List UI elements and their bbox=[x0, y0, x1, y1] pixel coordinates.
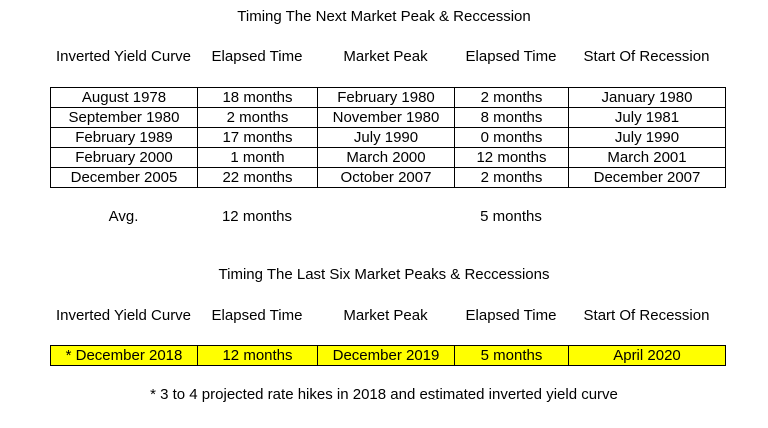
cell-start-of-recession: July 1981 bbox=[568, 107, 726, 128]
header-elapsed-time-2: Elapsed Time bbox=[465, 307, 557, 324]
table-row: February 1989 17 months July 1990 0 mont… bbox=[50, 127, 726, 148]
cell-elapsed-time-2: 2 months bbox=[454, 167, 569, 188]
avg-elapsed-time: 12 months bbox=[221, 208, 293, 225]
projection-table: * December 2018 12 months December 2019 … bbox=[50, 345, 726, 366]
table1-title: Timing The Next Market Peak & Reccession bbox=[237, 8, 531, 25]
cell-elapsed-time: 1 month bbox=[197, 147, 318, 168]
cell-start-of-recession: April 2020 bbox=[568, 345, 726, 366]
table-row: * December 2018 12 months December 2019 … bbox=[50, 345, 726, 366]
cell-inverted-yield-curve: February 2000 bbox=[50, 147, 198, 168]
cell-elapsed-time-2: 8 months bbox=[454, 107, 569, 128]
cell-inverted-yield-curve: February 1989 bbox=[50, 127, 198, 148]
header-elapsed-time: Elapsed Time bbox=[211, 307, 303, 324]
cell-elapsed-time-2: 12 months bbox=[454, 147, 569, 168]
header-elapsed-time: Elapsed Time bbox=[211, 48, 303, 65]
header-elapsed-time-2: Elapsed Time bbox=[465, 48, 557, 65]
footnote: * 3 to 4 projected rate hikes in 2018 an… bbox=[150, 386, 618, 403]
cell-elapsed-time-2: 5 months bbox=[454, 345, 569, 366]
table-row: August 1978 18 months February 1980 2 mo… bbox=[50, 87, 726, 108]
table-row: February 2000 1 month March 2000 12 mont… bbox=[50, 147, 726, 168]
cell-market-peak: July 1990 bbox=[317, 127, 455, 148]
avg-label: Avg. bbox=[108, 208, 139, 225]
cell-elapsed-time: 17 months bbox=[197, 127, 318, 148]
cell-market-peak: October 2007 bbox=[317, 167, 455, 188]
cell-start-of-recession: December 2007 bbox=[568, 167, 726, 188]
cell-start-of-recession: January 1980 bbox=[568, 87, 726, 108]
cell-elapsed-time-2: 0 months bbox=[454, 127, 569, 148]
header-start-of-recession: Start Of Recession bbox=[583, 307, 710, 324]
cell-start-of-recession: March 2001 bbox=[568, 147, 726, 168]
cell-market-peak: February 1980 bbox=[317, 87, 455, 108]
cell-elapsed-time: 18 months bbox=[197, 87, 318, 108]
header-inverted-yield-curve: Inverted Yield Curve bbox=[55, 48, 192, 65]
header-market-peak: Market Peak bbox=[343, 307, 428, 324]
cell-inverted-yield-curve: December 2005 bbox=[50, 167, 198, 188]
header-market-peak: Market Peak bbox=[343, 48, 428, 65]
table-row: December 2005 22 months October 2007 2 m… bbox=[50, 167, 726, 188]
cell-elapsed-time: 22 months bbox=[197, 167, 318, 188]
cell-inverted-yield-curve: * December 2018 bbox=[50, 345, 198, 366]
cell-market-peak: November 1980 bbox=[317, 107, 455, 128]
header-inverted-yield-curve: Inverted Yield Curve bbox=[55, 307, 192, 324]
cell-start-of-recession: July 1990 bbox=[568, 127, 726, 148]
cell-market-peak: March 2000 bbox=[317, 147, 455, 168]
history-table: August 1978 18 months February 1980 2 mo… bbox=[50, 87, 726, 188]
table2-title: Timing The Last Six Market Peaks & Recce… bbox=[218, 266, 550, 283]
header-start-of-recession: Start Of Recession bbox=[583, 48, 710, 65]
cell-inverted-yield-curve: September 1980 bbox=[50, 107, 198, 128]
cell-elapsed-time: 12 months bbox=[197, 345, 318, 366]
cell-elapsed-time: 2 months bbox=[197, 107, 318, 128]
cell-market-peak: December 2019 bbox=[317, 345, 455, 366]
cell-inverted-yield-curve: August 1978 bbox=[50, 87, 198, 108]
table-row: September 1980 2 months November 1980 8 … bbox=[50, 107, 726, 128]
cell-elapsed-time-2: 2 months bbox=[454, 87, 569, 108]
avg-elapsed-time-2: 5 months bbox=[480, 208, 542, 225]
